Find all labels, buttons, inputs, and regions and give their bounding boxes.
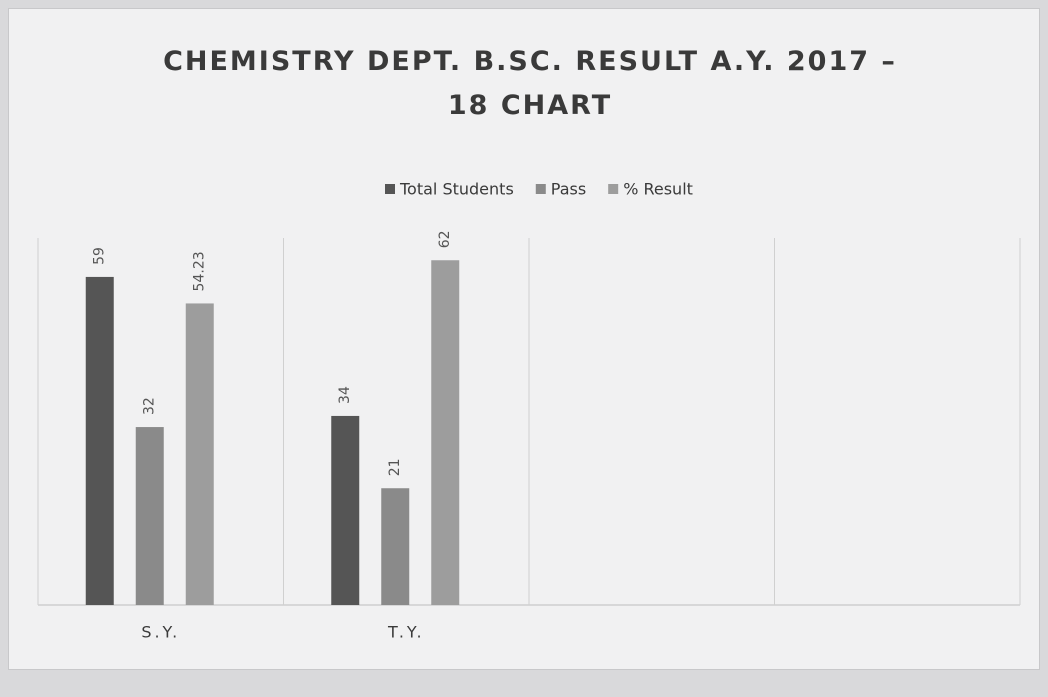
legend-label: % Result [623, 180, 693, 199]
data-label: 32 [142, 397, 158, 415]
data-label: 59 [92, 247, 108, 265]
bar [135, 427, 164, 605]
chart-frame [8, 8, 1040, 670]
data-label: 34 [337, 386, 353, 404]
legend-label: Pass [551, 180, 586, 199]
data-label: 62 [437, 230, 453, 248]
bar [431, 260, 460, 605]
bar [381, 488, 410, 605]
x-tick-label: T.Y. [387, 623, 425, 642]
legend-swatch [385, 184, 395, 194]
bar [331, 415, 360, 605]
bar [85, 276, 114, 605]
data-label: 54.23 [192, 251, 208, 291]
chart-title: CHEMISTRY DEPT. B.SC. RESULT A.Y. 2017 –… [163, 46, 897, 121]
data-label: 21 [387, 458, 403, 476]
legend-swatch [608, 184, 619, 194]
legend-swatch [535, 184, 546, 194]
bar [185, 303, 214, 605]
legend-label: Total Students [399, 180, 514, 199]
x-tick-label: S.Y. [141, 623, 180, 642]
